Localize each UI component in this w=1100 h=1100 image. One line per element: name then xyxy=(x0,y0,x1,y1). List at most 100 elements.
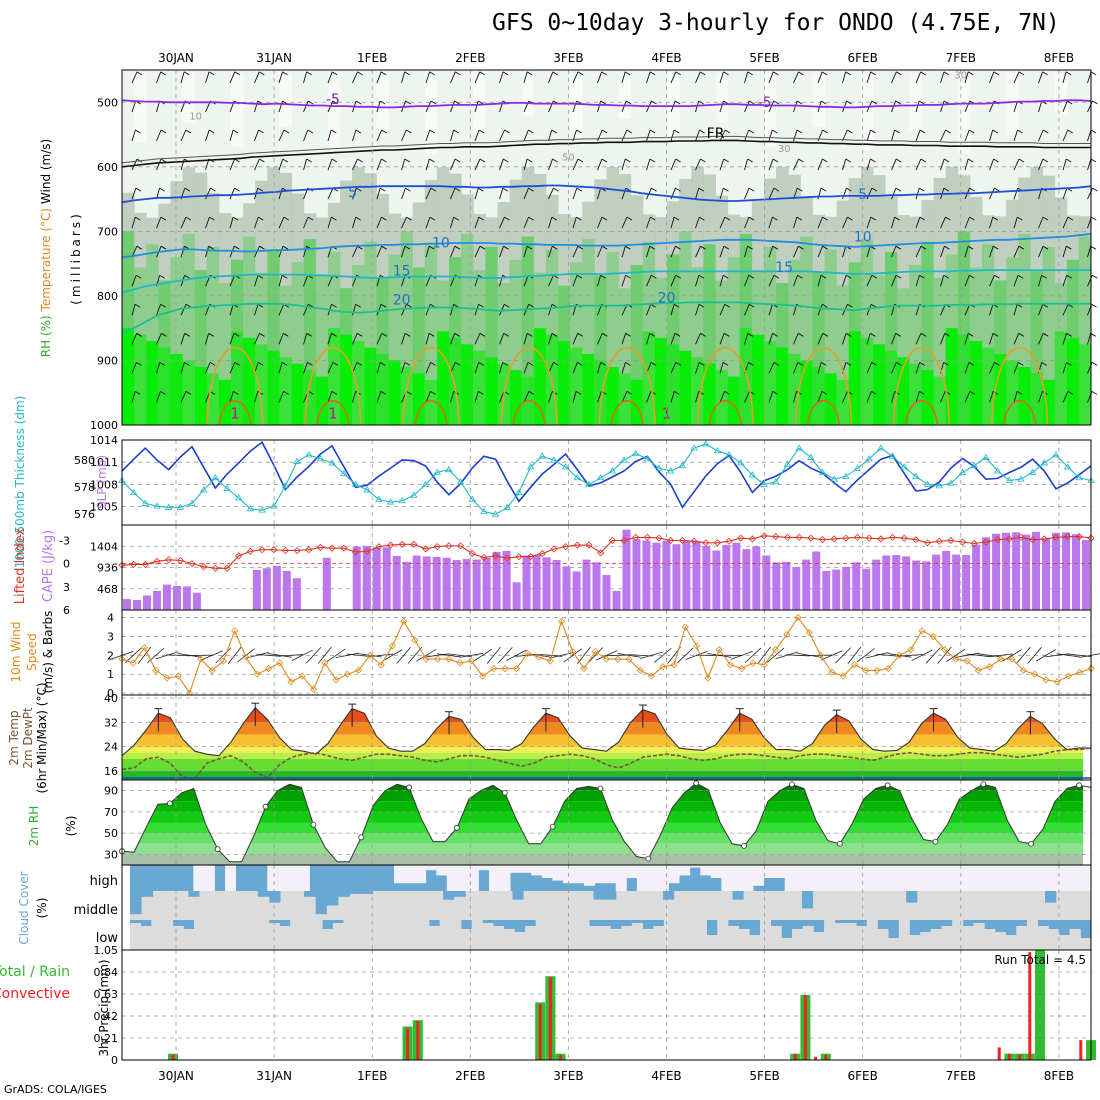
cape-bar xyxy=(322,557,331,610)
lifted-index-line xyxy=(121,535,1092,569)
wind-barb-flag xyxy=(797,274,803,279)
wind10-barb xyxy=(317,646,332,664)
wind-barb-flag xyxy=(429,129,435,134)
wind-tick-label: 4 xyxy=(107,612,114,625)
wind-barb-flag xyxy=(845,332,852,337)
rh-band-dry xyxy=(231,73,244,147)
wind10-speed-point xyxy=(355,666,363,675)
wind-barb xyxy=(695,71,701,84)
temp2m-ylabel-text: 2m Temp2m DewPt(6hr Min/Max) (°C) xyxy=(7,682,49,793)
wind-barb xyxy=(989,71,995,84)
cloud-middle-bar xyxy=(755,891,768,920)
rh-band-dark xyxy=(509,370,523,425)
warm-contour-label: 1 xyxy=(328,405,338,423)
wind-barb-flag xyxy=(675,187,681,192)
wind10-barb xyxy=(436,653,461,658)
cape-bar xyxy=(1072,534,1081,610)
wind10-barb xyxy=(291,649,313,661)
isotherm-label: 10 xyxy=(432,236,450,252)
wind-barb-flag xyxy=(747,71,753,76)
wind-barb-flag xyxy=(308,391,314,395)
cloud-low-bar xyxy=(1058,935,1071,950)
slp-ylabel-text: SLP (mb) xyxy=(95,455,109,509)
cloud-middle-bar xyxy=(732,899,745,920)
wind-barb-flag xyxy=(798,71,804,76)
cloud-low-bar xyxy=(952,920,964,950)
cape-bar xyxy=(402,561,411,610)
wind-barb-flag xyxy=(134,303,141,308)
thickness-tick-label: 576 xyxy=(74,508,95,521)
wind-barb xyxy=(499,129,505,142)
wind-barb-flag xyxy=(1017,129,1023,134)
wind-barb-flag xyxy=(847,216,853,221)
pressure-tick-label: 1000 xyxy=(90,419,118,432)
thickness-point xyxy=(877,444,885,451)
cloud-middle-bar xyxy=(766,891,779,920)
lifted-index-point xyxy=(935,537,943,545)
wind10-speed-point xyxy=(456,659,464,667)
wind10-barb xyxy=(577,646,591,664)
cloud-high-bar xyxy=(784,865,796,891)
wind-barb xyxy=(915,216,921,229)
wind-barb xyxy=(1013,391,1018,403)
wind10-barb xyxy=(766,647,785,663)
wind-barb xyxy=(915,100,920,113)
wind-barb-flag xyxy=(504,216,510,221)
cloud-low-bar xyxy=(834,923,846,950)
cape-bar xyxy=(562,566,571,610)
wind-barb-flag xyxy=(822,332,829,337)
thickness-point xyxy=(608,467,617,474)
wind-barb-flag xyxy=(477,100,484,105)
cape-bar xyxy=(702,545,711,610)
wind-barb-flag xyxy=(430,391,436,395)
wind10-barb xyxy=(472,648,493,662)
rh-band-dark xyxy=(1066,337,1080,425)
cloud-high-bar xyxy=(943,865,955,891)
wind-barb-flag xyxy=(1090,71,1097,76)
wind-barb-flag xyxy=(454,187,461,192)
wind10-speed-point xyxy=(321,659,329,667)
lifted-index-point xyxy=(1052,533,1060,541)
wind-barb-flag xyxy=(1065,71,1072,76)
rh-band-dark xyxy=(691,357,704,425)
wind-barb xyxy=(254,333,260,345)
rh2m-point xyxy=(789,781,795,788)
wind-barb xyxy=(229,217,234,229)
rh-band-dark xyxy=(945,328,959,425)
cloud-low-bar xyxy=(898,920,910,950)
cape-bar xyxy=(442,557,451,610)
thickness-point xyxy=(316,455,325,462)
wind-barb-flag xyxy=(920,332,927,337)
lifted-index-point xyxy=(748,535,756,543)
wind-barb-flag xyxy=(674,100,681,105)
wind-barb-flag xyxy=(748,187,755,192)
wind-barb-flag xyxy=(845,274,852,279)
cape-bar xyxy=(272,565,281,610)
cape-bar xyxy=(172,585,181,610)
cloud-middle-bar xyxy=(917,891,930,920)
cape-tick-label: 1404 xyxy=(90,540,118,553)
cape-bar xyxy=(752,546,761,610)
rh-band-dark xyxy=(122,328,135,425)
wind-barb xyxy=(1013,362,1019,374)
wind-barb xyxy=(131,391,136,403)
wind-barb xyxy=(817,158,823,171)
cloud-high-bar xyxy=(636,865,648,891)
lifted-index-point xyxy=(235,552,243,560)
cloud-low-bar xyxy=(1016,926,1028,950)
cloud-middle-bar xyxy=(211,891,224,920)
thickness-point xyxy=(702,440,710,447)
cloud-low-bar xyxy=(428,926,441,950)
lifted-index-tick-label: -3 xyxy=(59,534,70,547)
wind-barb xyxy=(1038,216,1044,229)
thickness-point xyxy=(923,480,932,487)
wind-barb xyxy=(695,275,700,287)
wind-barb-flag xyxy=(504,129,510,134)
wind-barb xyxy=(352,187,357,200)
date-label-top: 2FEB xyxy=(455,51,485,65)
temp2m-ylabel-part: (°C) xyxy=(35,682,49,710)
rh-tick-label: 30 xyxy=(104,848,118,861)
wind-barb xyxy=(1013,304,1018,316)
wind-barb-flag xyxy=(969,129,975,134)
cloud-low-bar xyxy=(727,926,740,950)
